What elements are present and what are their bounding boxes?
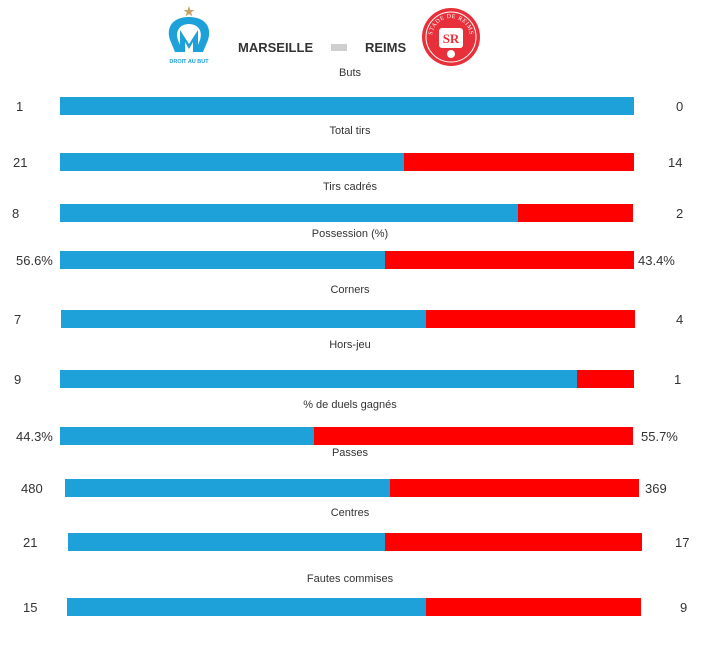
home-value-hors-jeu: 9 xyxy=(14,372,22,387)
home-value-centres: 21 xyxy=(23,535,38,550)
svg-text:SR: SR xyxy=(443,31,460,46)
stat-label-passes: Passes xyxy=(331,447,369,459)
away-value-corners: 4 xyxy=(676,312,684,327)
stat-label-corners: Corners xyxy=(330,284,370,296)
away-team-name: REIMS xyxy=(365,40,407,55)
bar-away-fautes-commises xyxy=(426,598,641,616)
bar-away-total-tirs xyxy=(404,153,634,171)
away-value-tirs-cadr-s: 2 xyxy=(676,206,684,221)
away-value-possession: 43.4% xyxy=(638,253,675,268)
home-value-passes: 480 xyxy=(21,481,43,496)
stat-label-tirs-cadr-s: Tirs cadrés xyxy=(323,181,377,193)
away-value-de-duels-gagn-s: 55.7% xyxy=(641,429,678,444)
stat-label-fautes-commises: Fautes commises xyxy=(306,573,394,585)
home-value-possession: 56.6% xyxy=(16,253,53,268)
svg-text:DROIT AU BUT: DROIT AU BUT xyxy=(169,59,209,65)
bar-away-de-duels-gagn-s xyxy=(314,427,633,445)
match-header: DROIT AU BUT MARSEILLE REIMS STADE DE RE… xyxy=(0,0,704,70)
bar-away-passes xyxy=(390,479,639,497)
bar-away-hors-jeu xyxy=(577,370,634,388)
away-value-fautes-commises: 9 xyxy=(680,600,688,615)
away-value-passes: 369 xyxy=(645,481,667,496)
stat-label-centres: Centres xyxy=(330,507,370,519)
home-team-name: MARSEILLE xyxy=(238,40,314,55)
stat-label-possession: Possession (%) xyxy=(311,228,389,240)
home-value-corners: 7 xyxy=(14,312,22,327)
bar-home-buts xyxy=(60,97,634,115)
bar-away-centres xyxy=(385,533,642,551)
bar-home-total-tirs xyxy=(60,153,404,171)
bar-away-corners xyxy=(426,310,635,328)
away-value-centres: 17 xyxy=(675,535,690,550)
bar-home-hors-jeu xyxy=(60,370,577,388)
stat-label-buts: Buts xyxy=(338,67,361,79)
bar-home-tirs-cadr-s xyxy=(60,204,518,222)
home-value-fautes-commises: 15 xyxy=(23,600,38,615)
bar-away-possession xyxy=(385,251,634,269)
om-crest-icon: DROIT AU BUT xyxy=(168,6,209,65)
stade-de-reims-crest-icon: STADE DE REIMS SR xyxy=(422,8,480,66)
home-value-total-tirs: 21 xyxy=(13,155,28,170)
home-value-tirs-cadr-s: 8 xyxy=(12,206,20,221)
stat-label-hors-jeu: Hors-jeu xyxy=(329,339,371,351)
bar-home-fautes-commises xyxy=(67,598,426,616)
stat-label-total-tirs: Total tirs xyxy=(329,125,371,137)
bar-home-possession xyxy=(60,251,385,269)
away-value-total-tirs: 14 xyxy=(668,155,683,170)
bar-away-tirs-cadr-s xyxy=(518,204,633,222)
bar-home-centres xyxy=(68,533,385,551)
home-value-buts: 1 xyxy=(16,99,24,114)
bar-home-de-duels-gagn-s xyxy=(60,427,314,445)
stat-label-de-duels-gagn-s: % de duels gagnés xyxy=(303,399,397,411)
away-value-hors-jeu: 1 xyxy=(674,372,682,387)
home-value-de-duels-gagn-s: 44.3% xyxy=(16,429,53,444)
bar-home-passes xyxy=(65,479,390,497)
bar-home-corners xyxy=(61,310,426,328)
away-value-buts: 0 xyxy=(676,99,684,114)
versus-separator xyxy=(331,44,347,51)
